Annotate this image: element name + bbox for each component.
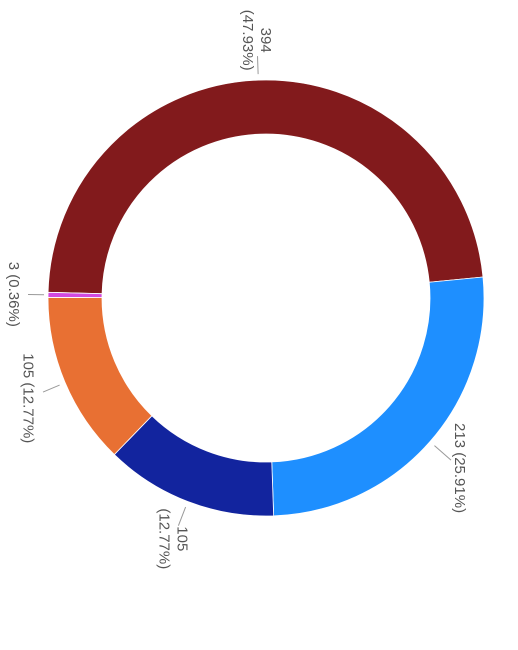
data-label-4: 3 (0.36%) bbox=[5, 262, 22, 327]
data-label-3-line-0: 105 (12.77%) bbox=[19, 353, 36, 443]
data-label-1: 213 (25.91%) bbox=[451, 423, 468, 513]
leader-line-0 bbox=[257, 56, 259, 75]
data-label-0-line-0: 394 bbox=[257, 28, 274, 53]
data-label-0-line-1: (47.93%) bbox=[239, 10, 256, 71]
data-label-1-line-0: 213 (25.91%) bbox=[451, 423, 468, 513]
data-labels: 394(47.93%)213 (25.91%)105(12.77%)105 (1… bbox=[5, 10, 468, 570]
data-label-4-line-0: 3 (0.36%) bbox=[5, 262, 22, 327]
data-label-2-line-1: (12.77%) bbox=[155, 508, 172, 569]
donut-slice-105 bbox=[47, 296, 153, 456]
data-label-2-line-0: 105 bbox=[173, 526, 190, 551]
leader-lines bbox=[28, 56, 452, 526]
donut-slice-3 bbox=[47, 291, 103, 298]
leader-line-1 bbox=[434, 445, 452, 461]
data-label-3: 105 (12.77%) bbox=[19, 353, 36, 443]
donut-slices bbox=[47, 79, 485, 517]
donut-slice-105 bbox=[113, 415, 275, 517]
data-label-2: 105(12.77%) bbox=[155, 508, 190, 569]
leader-line-3 bbox=[42, 384, 60, 393]
leader-line-2 bbox=[177, 506, 187, 526]
donut-slice-394 bbox=[47, 79, 484, 295]
data-label-0: 394(47.93%) bbox=[239, 10, 274, 71]
